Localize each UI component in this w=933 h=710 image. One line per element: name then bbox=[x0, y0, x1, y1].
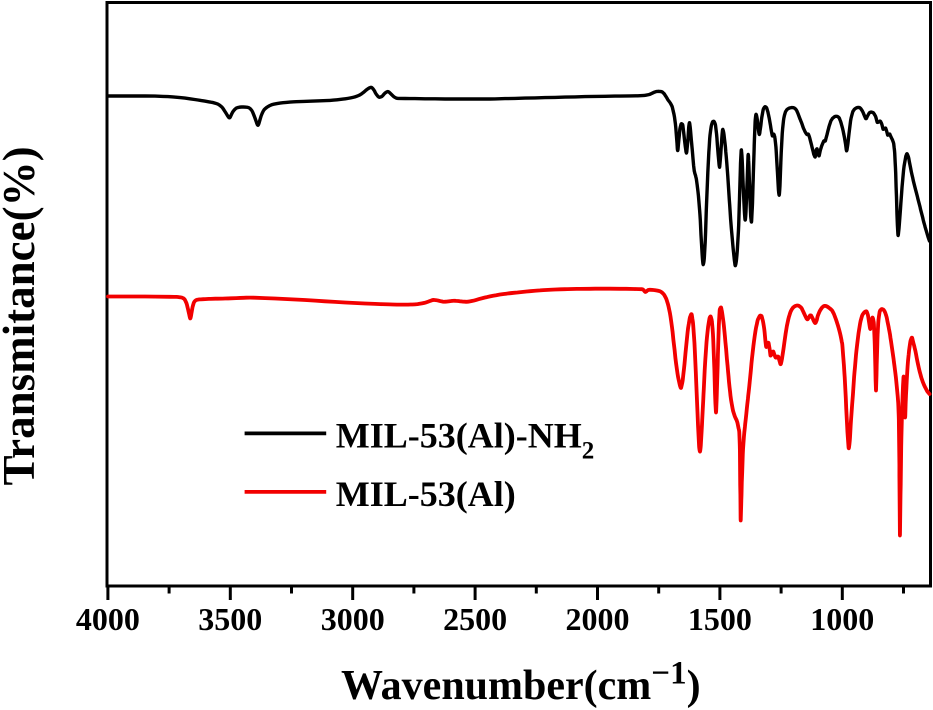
svg-text:2000: 2000 bbox=[566, 601, 630, 637]
svg-text:Transmitance(%): Transmitance(%) bbox=[0, 146, 44, 485]
svg-text:2500: 2500 bbox=[443, 601, 507, 637]
svg-text:MIL-53(Al): MIL-53(Al) bbox=[336, 474, 516, 514]
svg-text:1500: 1500 bbox=[688, 601, 752, 637]
svg-text:Wavenumber(cm−1): Wavenumber(cm−1) bbox=[341, 656, 701, 710]
svg-text:3500: 3500 bbox=[198, 601, 262, 637]
svg-text:3000: 3000 bbox=[321, 601, 385, 637]
svg-text:4000: 4000 bbox=[76, 601, 140, 637]
svg-text:1000: 1000 bbox=[810, 601, 874, 637]
